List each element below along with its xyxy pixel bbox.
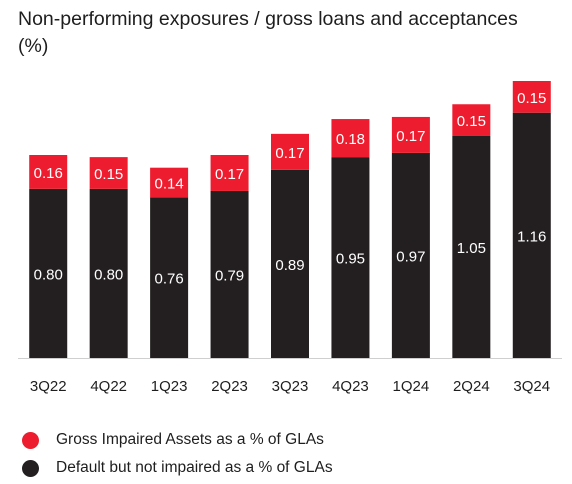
legend-label-gross-impaired: Gross Impaired Assets as a % of GLAs bbox=[56, 431, 324, 449]
legend-item-default-not-impaired: Default but not impaired as a % of GLAs bbox=[22, 454, 333, 482]
data-label-gross-impaired: 0.15 bbox=[94, 166, 123, 183]
data-label-default-not-impaired: 1.16 bbox=[517, 228, 546, 245]
stacked-bar-chart: 0.80 0.16 3Q22 0.80 0.15 4Q22 0.76 0.14 1Q23 0.79… bbox=[0, 0, 572, 420]
x-tick-label: 3Q24 bbox=[513, 378, 550, 395]
data-label-gross-impaired: 0.18 bbox=[336, 131, 365, 148]
x-tick-label: 4Q23 bbox=[332, 378, 369, 395]
data-label-gross-impaired: 0.16 bbox=[34, 165, 63, 182]
x-tick-label: 2Q24 bbox=[453, 378, 490, 395]
data-label-gross-impaired: 0.17 bbox=[396, 128, 425, 145]
x-tick-label: 3Q22 bbox=[30, 378, 67, 395]
legend-swatch-default-not-impaired bbox=[22, 460, 39, 477]
data-label-gross-impaired: 0.15 bbox=[517, 90, 546, 107]
data-label-gross-impaired: 0.15 bbox=[457, 113, 486, 130]
data-label-gross-impaired: 0.17 bbox=[275, 145, 304, 162]
data-label-default-not-impaired: 0.80 bbox=[94, 266, 123, 283]
data-label-default-not-impaired: 0.95 bbox=[336, 251, 365, 268]
legend: Gross Impaired Assets as a % of GLAs Def… bbox=[22, 426, 333, 482]
data-label-default-not-impaired: 0.79 bbox=[215, 267, 244, 284]
legend-swatch-gross-impaired bbox=[22, 432, 39, 449]
legend-label-default-not-impaired: Default but not impaired as a % of GLAs bbox=[56, 459, 333, 477]
data-label-default-not-impaired: 0.80 bbox=[34, 266, 63, 283]
x-tick-label: 3Q23 bbox=[272, 378, 309, 395]
data-label-default-not-impaired: 0.89 bbox=[275, 257, 304, 274]
x-tick-label: 4Q22 bbox=[90, 378, 127, 395]
x-tick-label: 2Q23 bbox=[211, 378, 248, 395]
x-tick-label: 1Q24 bbox=[393, 378, 430, 395]
data-label-default-not-impaired: 0.97 bbox=[396, 248, 425, 265]
data-label-default-not-impaired: 0.76 bbox=[155, 271, 184, 288]
data-label-gross-impaired: 0.17 bbox=[215, 166, 244, 183]
legend-item-gross-impaired: Gross Impaired Assets as a % of GLAs bbox=[22, 426, 333, 454]
data-label-default-not-impaired: 1.05 bbox=[457, 240, 486, 257]
data-label-gross-impaired: 0.14 bbox=[155, 175, 184, 192]
x-tick-label: 1Q23 bbox=[151, 378, 188, 395]
